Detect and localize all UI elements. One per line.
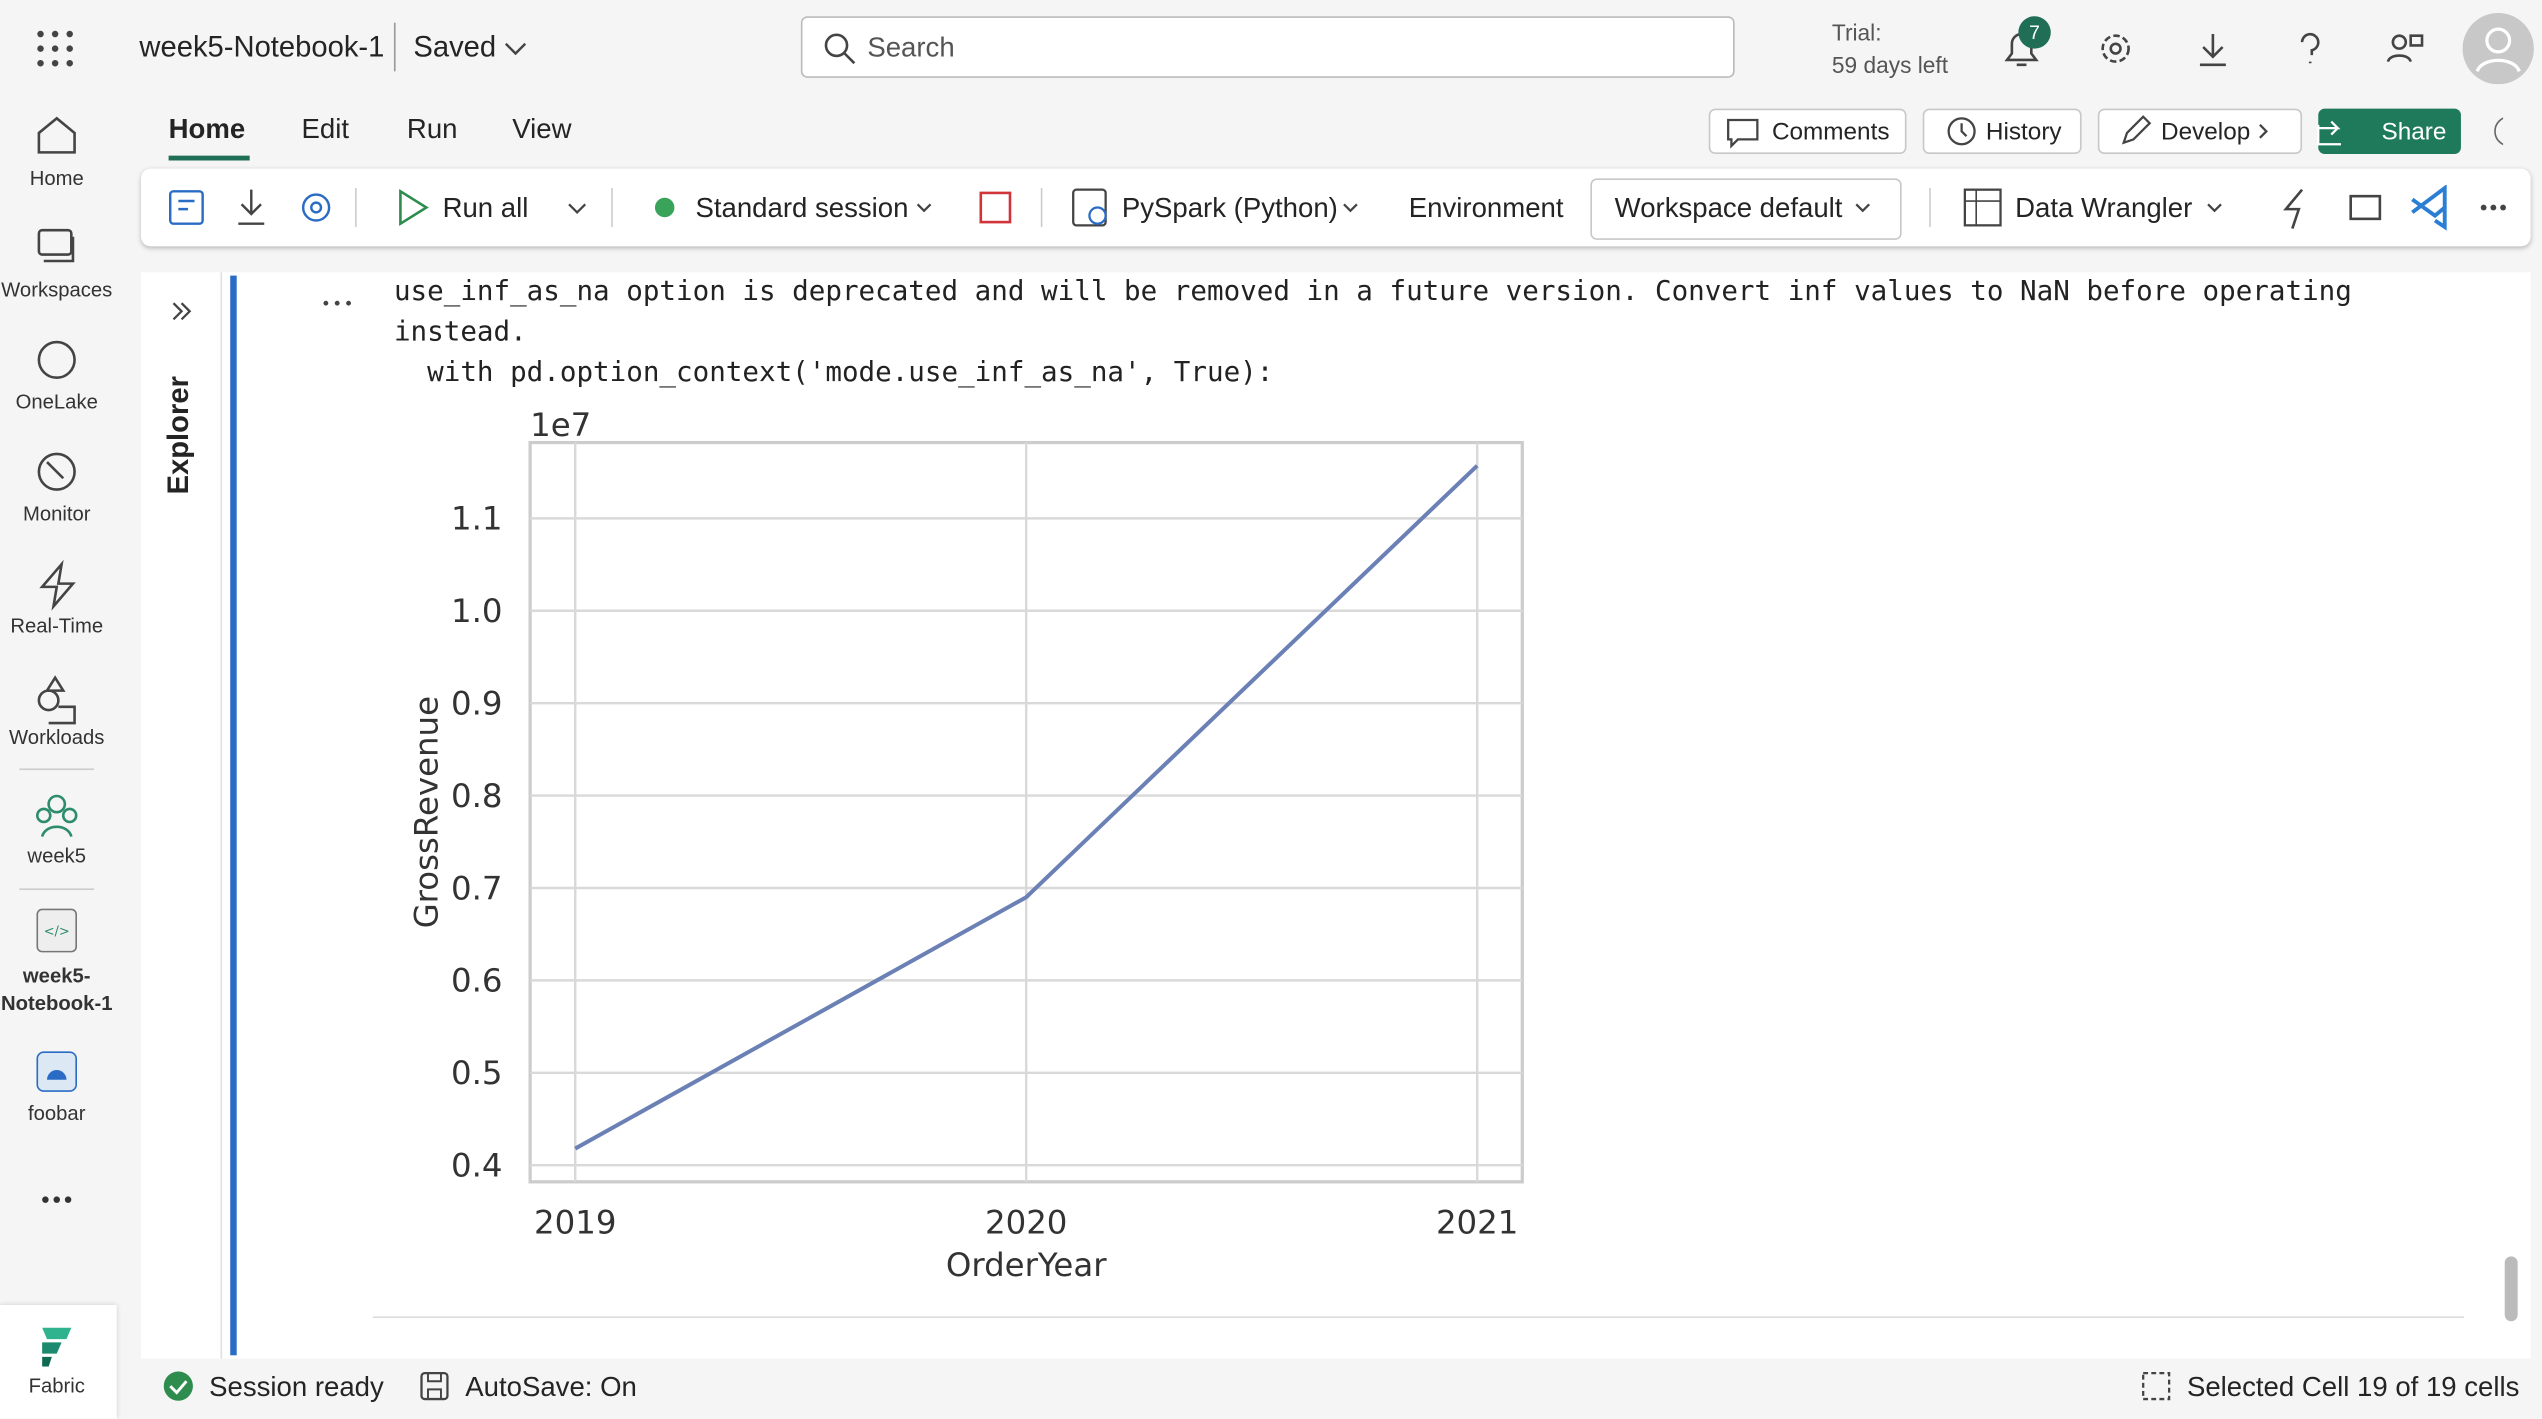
x-tick-label: 2021 — [1436, 1204, 1518, 1242]
nav-fabric: Fabric — [28, 1374, 85, 1398]
nav-onelake[interactable]: OneLake — [15, 390, 98, 414]
feedback-icon[interactable] — [2385, 29, 2427, 68]
notification-badge: 7 — [2018, 16, 2051, 49]
divider — [220, 272, 223, 1359]
develop-button[interactable]: Develop — [2097, 108, 2303, 155]
offset-label: 1e7 — [530, 406, 591, 444]
y-axis-label: GrossRevenue — [408, 696, 446, 928]
output-line: instead. — [393, 316, 527, 349]
output-line: with pd.option_context('mode.use_inf_as_… — [393, 356, 1274, 390]
divider — [19, 768, 95, 771]
trial-days: 59 days left — [1831, 51, 1949, 78]
y-tick-label: 0.4 — [451, 1147, 503, 1185]
chevron — [504, 42, 527, 56]
y-tick-label: 0.5 — [451, 1054, 503, 1092]
y-tick-label: 0.6 — [451, 962, 503, 1000]
toolbar-icons — [169, 184, 2507, 231]
autosave-status: AutoSave: On — [465, 1371, 637, 1403]
app-launcher[interactable] — [32, 26, 81, 75]
search-box[interactable] — [800, 16, 1735, 78]
tab-run[interactable]: Run — [406, 113, 458, 145]
divider — [1040, 188, 1043, 227]
status-icons — [163, 1371, 2171, 1401]
scrollbar[interactable] — [2504, 1256, 2518, 1322]
tab-edit[interactable]: Edit — [301, 113, 350, 145]
workspace: Workspace default — [1614, 192, 1843, 224]
settings-icon[interactable] — [2096, 29, 2135, 68]
environment: Environment — [1408, 192, 1564, 224]
tab-view[interactable]: View — [512, 113, 572, 145]
nav-home[interactable]: Home — [29, 166, 84, 190]
y-tick-label: 0.9 — [451, 685, 503, 723]
data-wrangler[interactable]: Data Wrangler — [2015, 192, 2193, 224]
svg-text:</>: </> — [44, 924, 70, 939]
cell-menu[interactable] — [321, 298, 357, 308]
search-icon — [824, 33, 856, 65]
cell-separator — [372, 1316, 2465, 1319]
nav-week5[interactable]: week5 — [27, 844, 87, 868]
history-button[interactable]: History — [1922, 108, 2082, 155]
toolbar — [141, 168, 2531, 247]
y-tick-label: 0.7 — [451, 869, 503, 907]
divider — [19, 888, 95, 891]
nav-foobar[interactable]: foobar — [27, 1102, 86, 1126]
x-tick-label: 2019 — [534, 1204, 616, 1242]
download-icon[interactable] — [2193, 29, 2232, 68]
nav-monitor[interactable]: Monitor — [22, 502, 91, 526]
fabric-tile[interactable] — [0, 1305, 117, 1419]
workspace-dropdown[interactable] — [1590, 178, 1902, 240]
nav-realtime[interactable]: Real-Time — [10, 614, 104, 638]
divider — [611, 188, 613, 227]
y-tick-label: 0.8 — [451, 777, 503, 815]
divider — [1929, 188, 1931, 227]
search-placeholder: Search — [867, 32, 955, 64]
session[interactable]: Standard session — [695, 192, 909, 224]
avatar[interactable] — [2462, 12, 2534, 85]
divider — [355, 188, 357, 227]
tab-home[interactable]: Home — [168, 113, 246, 145]
tab-underline — [168, 155, 250, 161]
divider — [393, 22, 396, 72]
notebook-name[interactable]: week5-Notebook-1 — [139, 30, 385, 64]
x-tick-label: 2020 — [985, 1204, 1067, 1242]
output-line: use_inf_as_na option is deprecated and w… — [393, 275, 2352, 309]
nav-notebook[interactable]: week5-Notebook-1 — [1, 964, 113, 1015]
comments-button[interactable]: Comments — [1708, 108, 1907, 155]
run-all[interactable]: Run all — [442, 192, 529, 224]
nav-icons: </> — [35, 116, 78, 1203]
cell-focus-bar — [230, 275, 237, 1356]
x-axis-label: OrderYear — [946, 1246, 1107, 1284]
expand-icon[interactable] — [169, 298, 195, 324]
trial-label: Trial: — [1831, 19, 1882, 46]
language[interactable]: PySpark (Python) — [1121, 192, 1338, 224]
y-tick-label: 1.0 — [451, 592, 503, 630]
action-icons — [1727, 115, 2504, 149]
save-status[interactable]: Saved — [413, 30, 497, 64]
data-line — [574, 464, 1479, 1151]
session-status: Session ready — [209, 1371, 384, 1403]
help-icon[interactable] — [2291, 29, 2330, 68]
fabric-logo — [42, 1327, 72, 1367]
nav-workloads[interactable]: Workloads — [9, 726, 105, 749]
share-button[interactable]: Share — [2318, 108, 2461, 155]
y-tick-label: 1.1 — [451, 500, 503, 538]
nav-workspaces[interactable]: Workspaces — [1, 278, 113, 302]
selection-status: Selected Cell 19 of 19 cells — [2186, 1371, 2520, 1403]
